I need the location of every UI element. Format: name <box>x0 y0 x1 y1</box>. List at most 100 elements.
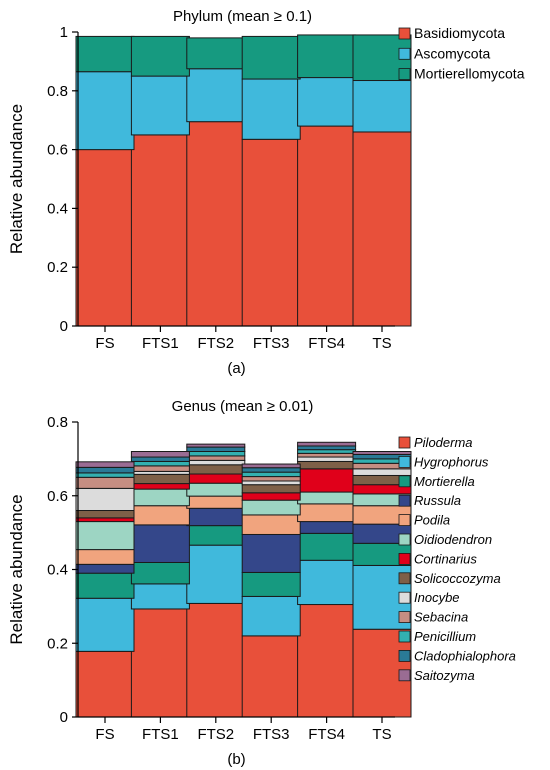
x-tick-label-fts3: FTS3 <box>253 726 290 743</box>
bar-segment-saitozyma-fts4 <box>297 441 357 447</box>
legend-swatch-basidiomycota <box>398 27 411 40</box>
bar-segment-ascomycota-ts <box>352 80 412 133</box>
x-tick-label-fs: FS <box>95 335 114 352</box>
bar-segment-penicillium-fts1 <box>130 460 190 467</box>
bar-segment-inocybe-fs <box>75 487 135 511</box>
y-tick-label: 0.6 <box>47 142 68 159</box>
bar-segment-basidiomycota-fts1 <box>130 134 190 327</box>
bar-segment-basidiomycota-fts4 <box>297 125 357 327</box>
bar-segment-mortierella-fs <box>75 572 135 599</box>
bar-segment-oidiodendron-fts1 <box>130 488 190 507</box>
bar-segment-mortierella-fts1 <box>130 561 190 585</box>
bar-segment-hygrophorus-fts4 <box>297 559 357 606</box>
bar-segment-podila-fs <box>75 549 135 565</box>
x-tick-label-fts4: FTS4 <box>308 726 345 743</box>
bar-segment-piloderma-fts1 <box>130 608 190 718</box>
y-tick-label: 0 <box>60 709 68 726</box>
bar-segment-saitozyma-fts2 <box>186 443 246 448</box>
bar-segment-hygrophorus-fts2 <box>186 544 246 604</box>
legend-swatch-cortinarius <box>398 553 411 565</box>
bar-segment-solicoccozyma-fts4 <box>297 460 357 470</box>
bar-segment-solicoccozyma-fts2 <box>186 464 246 475</box>
y-tick-label: 1 <box>60 24 68 41</box>
bar-segment-ascomycota-fts2 <box>186 68 246 123</box>
bar-segment-russula-fts2 <box>186 507 246 527</box>
legend-swatch-hygrophorus <box>398 455 411 468</box>
bar-segment-cortinarius-fts3 <box>241 492 301 501</box>
bar-segment-oidiodendron-fts4 <box>297 491 357 505</box>
bar-segment-mortierellomycota-fts1 <box>130 35 190 77</box>
x-tick-label-fts1: FTS1 <box>142 726 179 743</box>
legend: Basidiomycota Ascomycota Mortierellomycota <box>398 25 525 82</box>
legend-swatch-inocybe <box>398 591 411 604</box>
x-tick-label-fs: FS <box>95 726 114 743</box>
bar-segment-sebacina-fts3 <box>241 476 301 482</box>
legend: Piloderma Hygrophorus Mortierella Russula Po… <box>398 435 516 683</box>
bar-segment-inocybe-fts2 <box>186 459 246 466</box>
legend-swatch-russula <box>398 494 411 507</box>
y-tick-label: 0.8 <box>47 83 68 100</box>
bar-segment-mortierellomycota-fts3 <box>241 35 301 80</box>
legend-swatch-podila <box>398 514 411 526</box>
chart-panel-2: 0 0.2 0.4 0.6 0.8 FS FTS1 FTS2 FTS3 FTS4 TS Genus (… <box>7 398 516 768</box>
bar-segment-cladophialophora-fts2 <box>186 446 246 453</box>
bar-segment-hygrophorus-fts1 <box>130 583 190 610</box>
bar-segment-piloderma-fts4 <box>297 604 357 718</box>
x-tick-label-ts: TS <box>372 726 391 743</box>
chart-panel-1: 0 0.2 0.4 0.6 0.8 1 FS FTS1 FTS2 FTS3 FTS4 TS Phylum… <box>7 8 525 377</box>
x-tick-label-fts2: FTS2 <box>197 726 234 743</box>
bar-segment-solicoccozyma-fts1 <box>130 473 190 485</box>
bar-segment-hygrophorus-fs <box>75 597 135 652</box>
bar-segment-russula-fts1 <box>130 524 190 563</box>
y-tick-label: 0.6 <box>47 488 68 505</box>
legend-swatch-cladophialophora <box>398 650 411 662</box>
legend-label-penicillium: Penicillium <box>414 629 476 644</box>
bar-segment-podila-fts3 <box>241 514 301 535</box>
chart-title: Phylum (mean ≥ 0.1) <box>173 8 312 25</box>
bar-segment-mortierella-fts2 <box>186 525 246 546</box>
bar-segment-ascomycota-fts4 <box>297 77 357 127</box>
bar-segment-russula-fts3 <box>241 533 301 573</box>
bar-segment-basidiomycota-fts2 <box>186 121 246 327</box>
bar-segment-podila-fts4 <box>297 503 357 523</box>
legend-label-hygrophorus: Hygrophorus <box>414 454 489 469</box>
bar-segment-cladophialophora-fts3 <box>241 467 301 473</box>
legend-swatch-sebacina <box>398 611 411 623</box>
legend-swatch-saitozyma <box>398 669 411 682</box>
legend-swatch-ascomycota <box>398 47 411 60</box>
x-tick-label-fts4: FTS4 <box>308 335 345 352</box>
y-axis-label: Relative abundance <box>7 104 26 254</box>
bar-segment-cladophialophora-fts1 <box>130 456 190 462</box>
y-tick-label: 0.2 <box>47 259 68 276</box>
legend-label-mortierella: Mortierella <box>414 474 475 489</box>
y-tick-label: 0.2 <box>47 635 68 652</box>
legend-label-podila: Podila <box>414 513 450 528</box>
bar-segment-hygrophorus-fts3 <box>241 595 301 637</box>
bar-segment-cortinarius-fts1 <box>130 483 190 490</box>
x-tick-label-fts1: FTS1 <box>142 335 179 352</box>
bar-segment-piloderma-fts3 <box>241 635 301 718</box>
bar-segment-cortinarius-fs <box>75 517 135 523</box>
y-tick-label: 0.8 <box>47 414 68 431</box>
x-tick-label-fts3: FTS3 <box>253 335 290 352</box>
legend-swatch-mortierellomycota <box>398 68 411 80</box>
bar-segment-penicillium-fs <box>75 472 135 478</box>
x-tick-label-fts2: FTS2 <box>197 335 234 352</box>
legend-label-solicoccozyma: Solicoccozyma <box>414 571 501 586</box>
legend-label-piloderma: Piloderma <box>414 435 473 450</box>
legend-label-russula: Russula <box>414 493 461 508</box>
bar-segment-mortierellomycota-fts4 <box>297 34 357 79</box>
bar-segment-sebacina-fts4 <box>297 452 357 458</box>
bar-segment-saitozyma-fs <box>75 461 135 468</box>
bar-segment-oidiodendron-fts3 <box>241 499 301 516</box>
legend-swatch-mortierella <box>398 475 411 488</box>
legend-swatch-solicoccozyma <box>398 572 411 585</box>
bar-segment-mortierella-fts4 <box>297 532 357 561</box>
chart-title: Genus (mean ≥ 0.01) <box>172 398 314 415</box>
bar-segment-saitozyma-ts <box>352 451 412 455</box>
bar-segment-sebacina-fs <box>75 476 135 489</box>
legend-label-mortierellomycota: Mortierellomycota <box>414 66 525 82</box>
bar-segment-mortierella-fts3 <box>241 571 301 597</box>
bar-segment-basidiomycota-fs <box>75 149 135 327</box>
bar-segment-podila-fts2 <box>186 495 246 509</box>
